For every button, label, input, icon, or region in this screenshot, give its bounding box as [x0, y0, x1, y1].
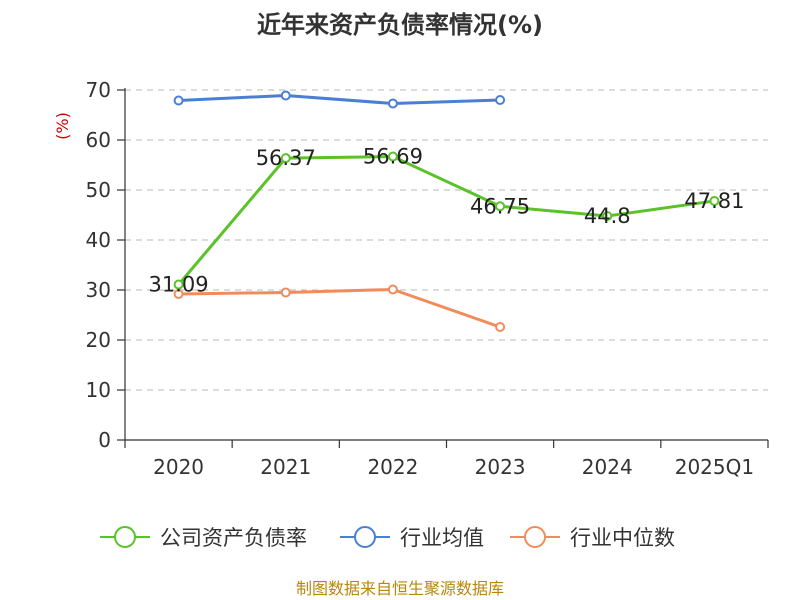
- y-tick-label: 10: [86, 378, 111, 402]
- y-tick-label: 40: [86, 228, 111, 252]
- data-point: [173, 289, 184, 299]
- legend-label: 公司资产负债率: [160, 526, 307, 550]
- legend-marker: [354, 526, 376, 548]
- x-tick-label: 2022: [367, 455, 418, 479]
- y-tick-label: 50: [86, 178, 111, 202]
- legend-marker: [114, 526, 136, 548]
- series-line: [178, 288, 501, 329]
- y-tick-label: 0: [98, 428, 111, 452]
- data-label: 47.81: [684, 189, 744, 213]
- legend-label: 行业中位数: [570, 526, 675, 550]
- gridlines: [125, 89, 768, 391]
- y-tick-label: 30: [86, 278, 111, 302]
- legend-item[interactable]: 公司资产负债率: [100, 526, 307, 550]
- data-label: 56.69: [363, 145, 423, 169]
- data-label: 31.09: [149, 273, 209, 297]
- data-point: [173, 95, 184, 106]
- x-tick-label: 2024: [582, 455, 633, 479]
- series-line: [177, 155, 715, 286]
- y-axis-label: (%): [53, 112, 72, 140]
- x-tick-label: 2023: [475, 455, 526, 479]
- data-label: 46.75: [470, 194, 530, 218]
- data-point: [280, 153, 291, 164]
- legend-item[interactable]: 行业中位数: [510, 526, 675, 550]
- legend-label: 行业均值: [400, 526, 484, 550]
- data-point: [495, 95, 506, 105]
- data-point: [495, 201, 506, 212]
- x-tick-label: 2025Q1: [675, 455, 754, 479]
- y-tick-label: 60: [86, 128, 111, 152]
- series-line: [178, 94, 501, 105]
- data-label: 44.8: [584, 204, 631, 228]
- data-label: 56.37: [256, 146, 316, 170]
- source-note: 制图数据来自恒生聚源数据库: [296, 579, 504, 598]
- axes: 0 10 20 30 40 50 60 70 2020 2021 2022 2023 2024 2025Q…: [86, 78, 769, 479]
- legend-marker: [524, 526, 546, 548]
- data-point: [173, 279, 184, 290]
- y-tick-label: 20: [86, 328, 111, 352]
- data-point: [602, 211, 613, 221]
- y-tick-label: 70: [86, 78, 111, 102]
- data-point: [709, 195, 720, 206]
- data-point: [495, 322, 506, 332]
- data-point: [387, 151, 398, 162]
- data-point: [280, 90, 291, 101]
- legend[interactable]: 公司资产负债率 行业均值 行业中位数: [100, 526, 675, 550]
- legend-item[interactable]: 行业均值: [340, 526, 484, 550]
- data-point: [387, 284, 398, 295]
- x-tick-label: 2020: [153, 455, 204, 479]
- chart-title: 近年来资产负债率情况(%): [257, 11, 543, 39]
- data-labels: 31.09 56.37 56.69 46.75 44.8 47.81: [149, 145, 745, 297]
- x-tick-label: 2021: [260, 455, 311, 479]
- series-layer: [173, 90, 720, 332]
- data-point: [280, 287, 291, 298]
- data-point: [387, 98, 398, 109]
